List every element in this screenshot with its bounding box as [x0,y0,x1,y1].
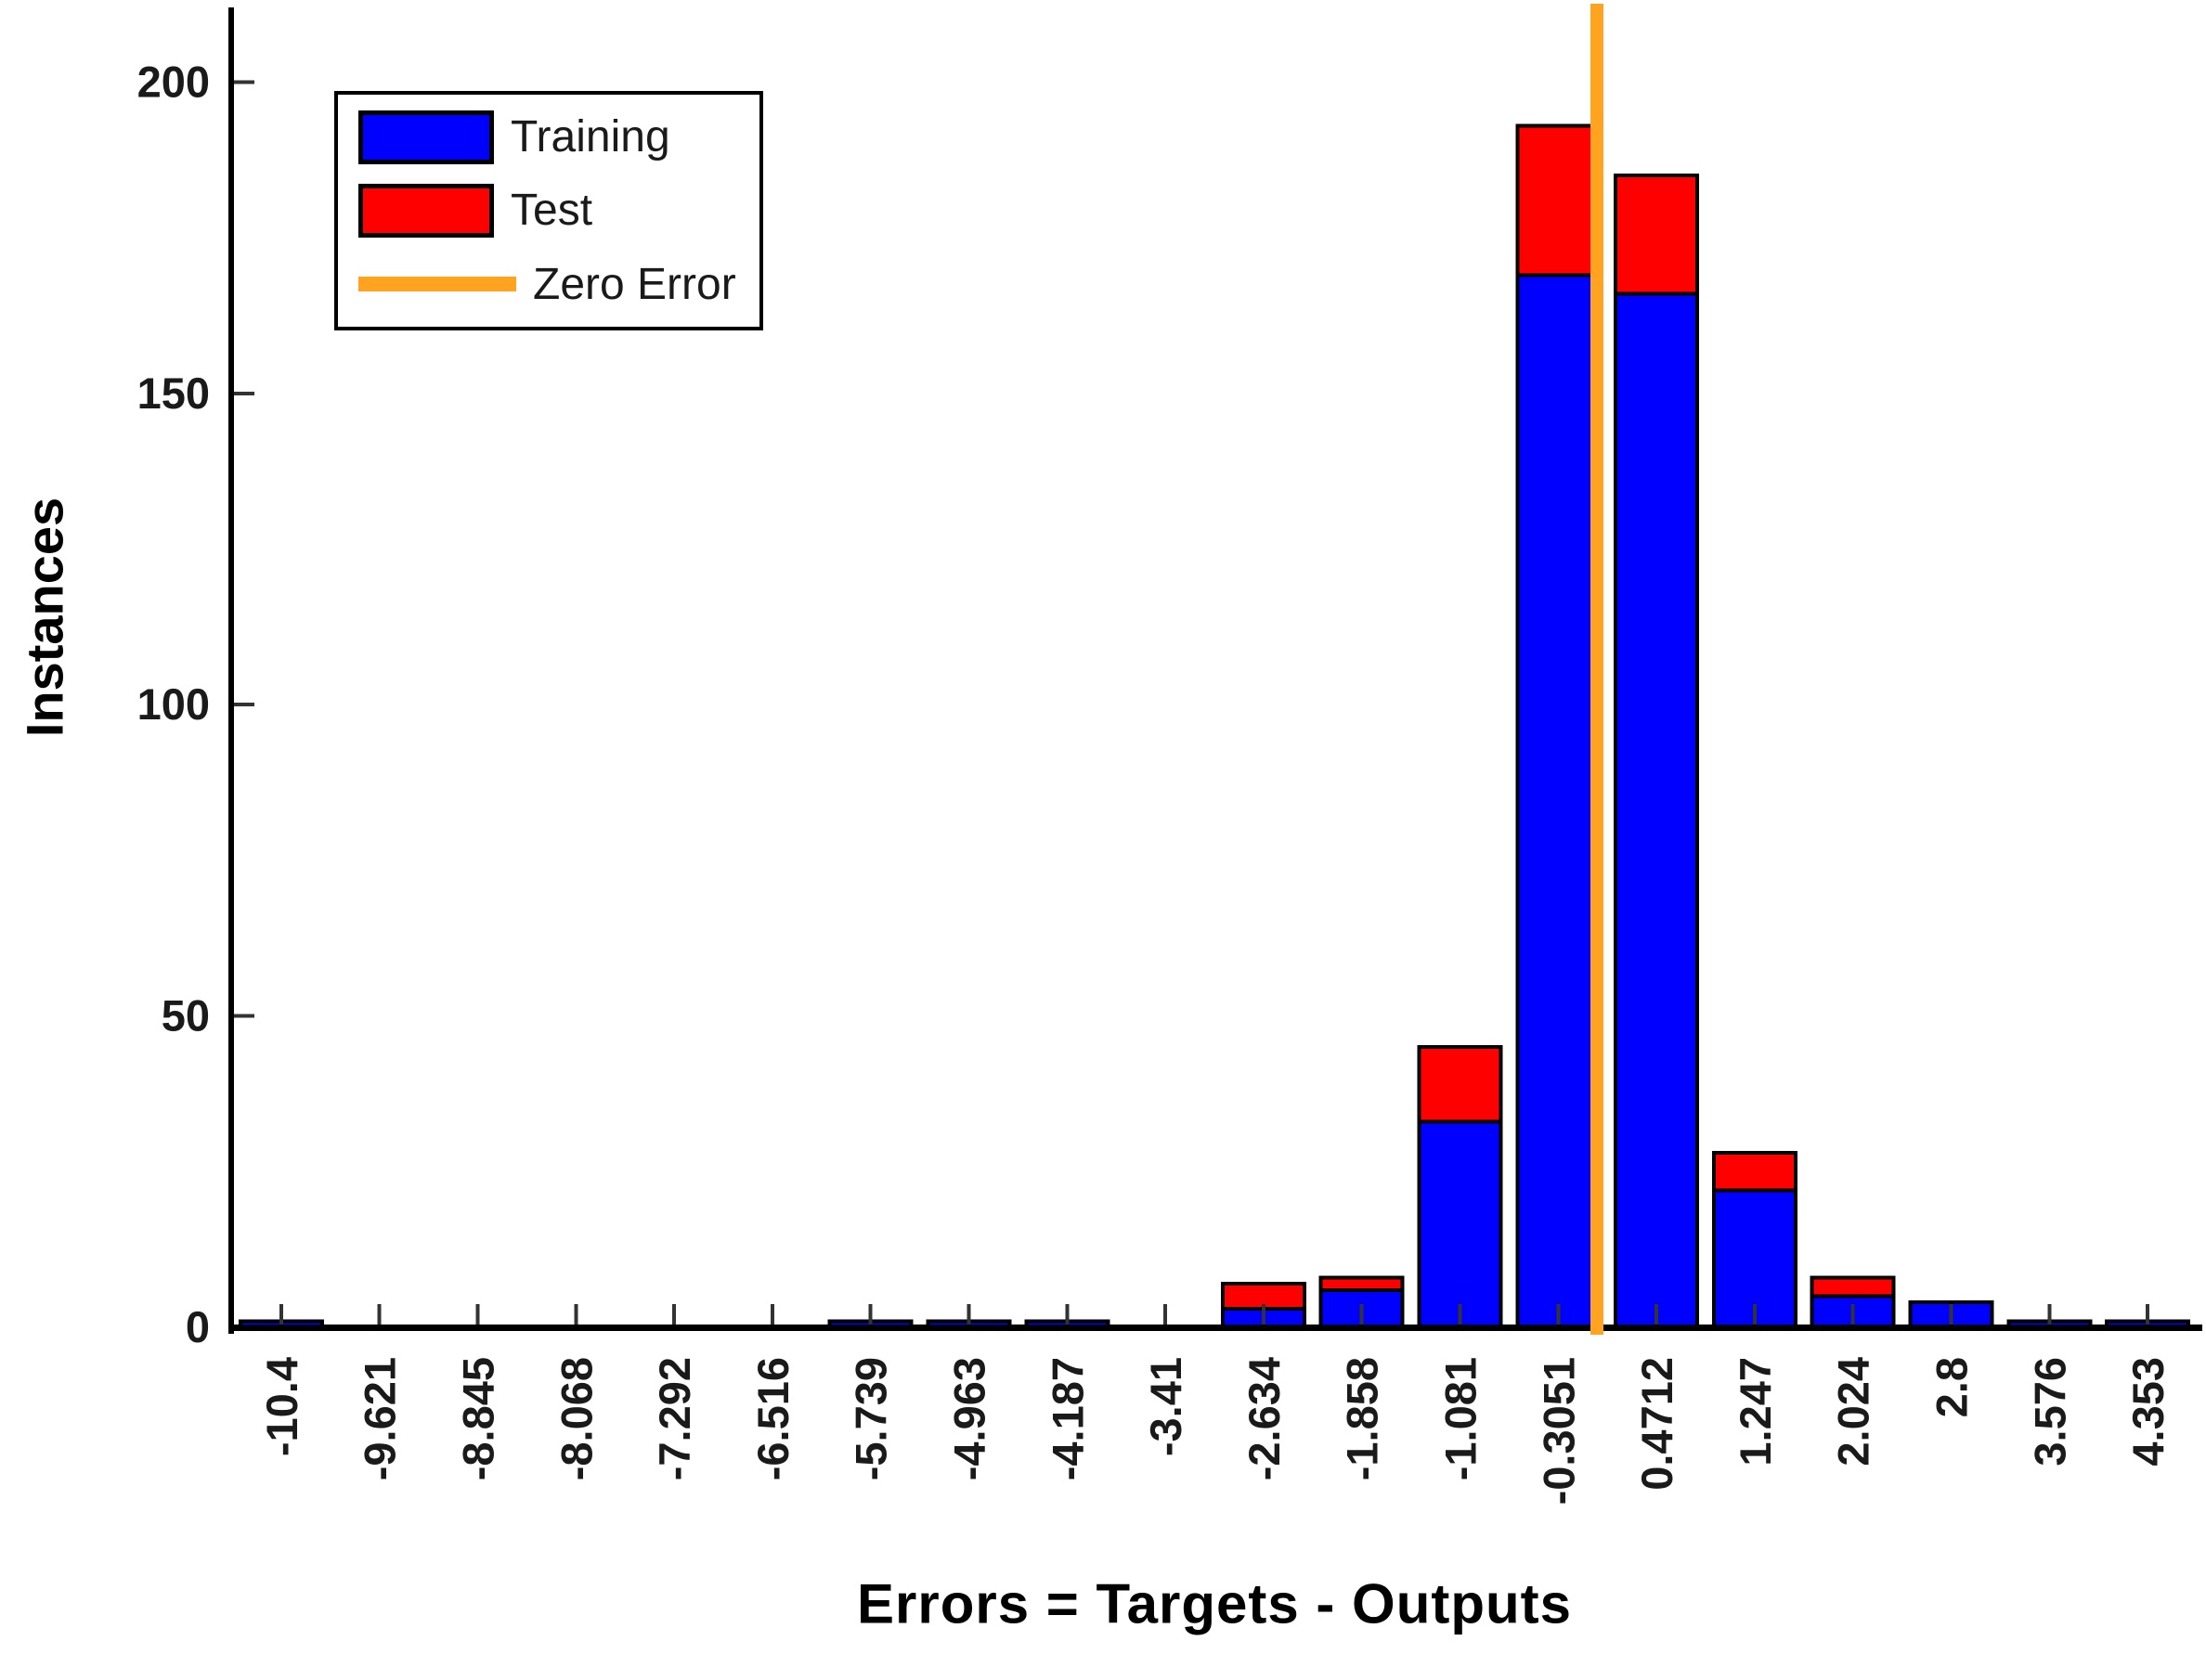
x-axis-title: Errors = Targets - Outputs [856,1572,1573,1635]
x-tick-mark [1556,1304,1561,1325]
x-tick-mark [1850,1304,1855,1325]
x-tick-mark [967,1304,971,1325]
y-tick-mark [234,391,254,395]
y-axis-line [228,7,234,1334]
y-tick-mark [234,80,254,84]
zero-error-line-swatch [358,277,516,292]
x-tick-label: -4.187 [1043,1357,1092,1480]
training-bar-segment [1614,291,1700,1330]
y-tick-label: 200 [137,57,210,106]
x-tick-label: -1.081 [1436,1357,1486,1480]
test-bar-segment [1417,1045,1503,1124]
x-tick-label: -8.845 [454,1357,503,1480]
x-tick-mark [1261,1304,1265,1325]
x-tick-mark [475,1304,480,1325]
x-tick-label: -5.739 [847,1357,896,1480]
training-bar-segment [1417,1119,1503,1330]
x-tick-mark [1163,1304,1168,1325]
x-tick-label: 0.4712 [1632,1357,1681,1491]
x-tick-mark [868,1304,873,1325]
test-bar-segment [1810,1275,1896,1299]
y-tick-mark [234,1014,254,1018]
test-bar-segment [1515,123,1602,278]
x-tick-label: -2.634 [1239,1357,1289,1480]
x-tick-label: -7.292 [650,1357,699,1480]
test-bar-segment [1711,1151,1797,1193]
x-tick-label: -0.3051 [1534,1357,1583,1505]
x-tick-mark [1458,1304,1462,1325]
x-tick-label: -3.41 [1141,1357,1190,1456]
y-tick-label: 0 [186,1302,210,1351]
x-tick-mark [377,1304,382,1325]
test-bar-segment [1318,1275,1405,1292]
legend-label-test: Test [511,186,593,236]
x-tick-label: -6.516 [748,1357,798,1480]
x-tick-label: -4.963 [945,1357,994,1480]
y-tick-label: 100 [137,679,210,729]
x-tick-label: 1.247 [1731,1357,1780,1467]
legend: Training Test Zero Error [334,91,763,330]
x-tick-label: -1.858 [1338,1357,1387,1480]
training-bar-segment [1515,273,1602,1329]
x-tick-label: -10.4 [257,1357,306,1456]
y-tick-label: 150 [137,368,210,418]
x-tick-mark [672,1304,677,1325]
legend-item-training: Training [338,104,759,171]
legend-label-training: Training [511,112,670,162]
y-axis-title: Instances [15,497,74,738]
legend-label-zero-error: Zero Error [533,259,736,309]
zero-error-line [1590,4,1603,1335]
x-tick-label: -8.068 [552,1357,601,1480]
legend-item-test: Test [338,177,759,244]
y-tick-mark [234,703,254,707]
x-tick-mark [1359,1304,1364,1325]
training-color-swatch [358,110,494,164]
test-color-swatch [358,183,494,238]
x-tick-label: 2.8 [1927,1357,1977,1417]
y-tick-label: 50 [162,991,210,1040]
x-axis-line [228,1325,2202,1331]
x-tick-mark [2047,1304,2052,1325]
x-tick-mark [2146,1304,2150,1325]
x-tick-label: 3.576 [2025,1357,2074,1467]
x-tick-mark [279,1304,283,1325]
legend-item-zero-error: Zero Error [338,251,759,317]
x-tick-mark [1752,1304,1757,1325]
x-tick-mark [770,1304,774,1325]
x-tick-label: -9.621 [356,1357,405,1480]
test-bar-segment [1614,174,1700,296]
x-tick-mark [1654,1304,1659,1325]
x-tick-label: 2.024 [1829,1357,1878,1467]
x-tick-label: 4.353 [2123,1357,2173,1467]
x-tick-mark [574,1304,578,1325]
x-tick-mark [1065,1304,1070,1325]
x-tick-mark [1949,1304,1953,1325]
